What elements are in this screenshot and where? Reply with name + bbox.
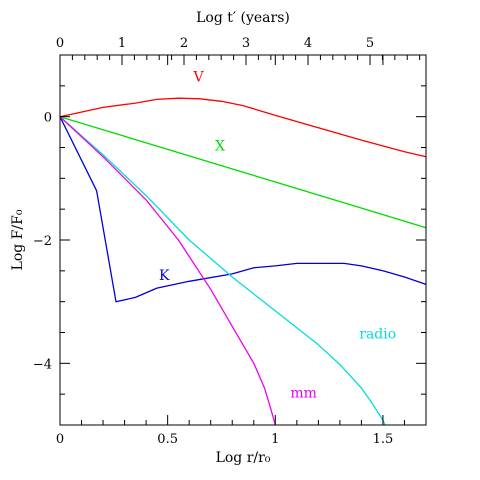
y-tick-label: −4	[33, 357, 52, 372]
top-tick-label: 5	[366, 36, 374, 51]
top-axis-label: Log t′ (years)	[196, 10, 290, 26]
series-line-mm	[59, 116, 276, 426]
top-tick-label: 2	[180, 36, 188, 51]
series-line-v	[59, 97, 427, 158]
series-label-x: X	[215, 139, 225, 155]
series-label-radio: radio	[359, 327, 396, 343]
top-tick-label: 3	[242, 36, 250, 51]
x-axis-label: Log r/r₀	[216, 450, 271, 466]
y-tick-label: −2	[33, 234, 52, 249]
series-line-radio	[59, 116, 386, 426]
y-tick-label: 0	[44, 111, 52, 126]
series-line-x	[59, 116, 427, 229]
x-tick-label: 0.5	[157, 432, 178, 447]
top-tick-label: 4	[304, 36, 312, 51]
series-line-k	[59, 116, 427, 303]
tick-layer: 0 0.5 1 1.5 0 1 2 3 4 5 −4 −2 0	[33, 36, 426, 447]
top-tick-label: 1	[118, 36, 126, 51]
series-label-mm: mm	[290, 385, 317, 401]
series-label-k: K	[159, 268, 170, 284]
x-tick-label: 1	[271, 432, 279, 447]
plot-frame	[59, 54, 427, 426]
x-tick-label: 1.5	[373, 432, 394, 447]
series-label-v: V	[192, 70, 204, 86]
y-axis-label: Log F/F₀	[10, 209, 26, 270]
x-tick-label: 0	[56, 432, 64, 447]
top-tick-label: 0	[56, 36, 64, 51]
